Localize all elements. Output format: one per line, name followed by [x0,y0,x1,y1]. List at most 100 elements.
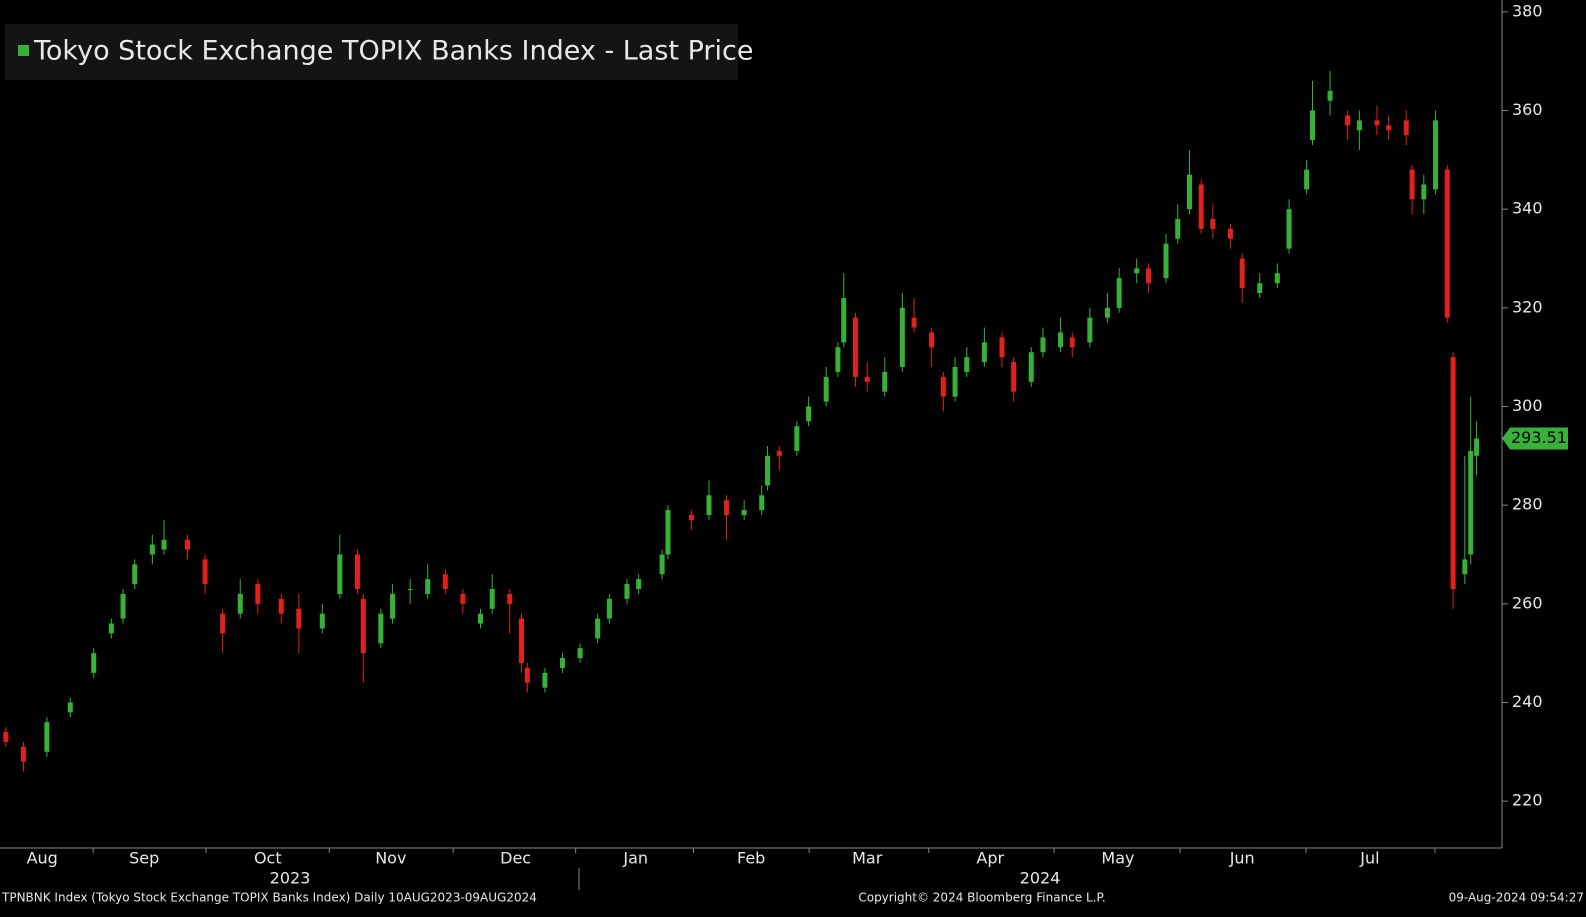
x-tick-label: Jul [1359,849,1379,868]
x-tick-label: Nov [375,849,406,868]
year-label: 2023 [270,869,311,888]
candle-body [442,574,448,590]
candle-body [741,510,747,516]
candle-body [1444,169,1450,318]
y-tick-label: 380 [1512,1,1543,20]
candle-body [407,589,413,591]
candle-body [185,539,190,550]
candle-body [1462,559,1468,575]
footer-center: Copyright© 2024 Bloomberg Finance L.P. [858,891,1105,905]
candle-body [624,584,630,599]
candle-body [542,672,548,688]
candle-body [1011,362,1017,392]
candle-body [1386,125,1392,131]
candle-body [237,593,243,614]
candle-body [460,593,466,604]
candle-body [882,371,888,392]
candle-body [841,297,847,343]
candle-body [852,317,858,377]
candle-body [665,510,671,555]
y-tick-label: 320 [1512,297,1543,316]
candle-body [1310,110,1315,141]
candle-body [1134,268,1140,274]
candle-body [1028,352,1034,382]
candle-body [765,455,771,486]
candle-body [319,613,325,629]
candle-body [724,500,730,516]
y-tick-label: 360 [1512,100,1543,119]
candle-body [981,342,987,363]
candle-body [161,539,167,550]
chart-title: Tokyo Stock Exchange TOPIX Banks Index -… [33,36,753,67]
candle-body [1163,243,1169,279]
candle-body [220,613,226,634]
candle-body [296,608,302,629]
candle-body [999,337,1005,358]
y-tick-label: 280 [1512,495,1543,514]
candle-body [1227,228,1233,239]
candle-body [1239,258,1245,289]
candle-body [360,598,366,654]
candle-body [202,559,208,585]
candle-body [560,658,565,668]
candle-body [1409,169,1415,200]
candle-body [91,653,97,673]
candle-body [337,554,343,594]
last-price-tag [1502,427,1568,450]
x-tick-label: Jan [622,849,648,868]
candle-body [929,332,935,348]
y-tick-label: 340 [1512,199,1543,218]
candle-body [835,347,841,372]
candle-body [776,450,782,456]
x-tick-label: Oct [254,849,282,868]
legend-swatch [18,45,29,56]
candle-body [255,584,261,604]
x-tick-label: Aug [27,849,58,868]
x-tick-label: Apr [976,849,1004,868]
candle-body [823,376,829,402]
candle-body [354,554,360,590]
candle-body [1304,169,1310,190]
y-tick-label: 240 [1512,692,1543,711]
candle-body [688,515,694,520]
candle-body [899,307,905,368]
candle-body [911,317,917,328]
y-tick-label: 300 [1512,396,1543,415]
candle-body [940,376,946,397]
candle-body [1450,357,1456,590]
candle-body [1104,307,1110,318]
candle-body [108,623,114,634]
candle-body [952,367,958,397]
candle-body [44,722,50,752]
y-tick-label: 260 [1512,593,1543,612]
candle-body [636,579,642,590]
candle-body [390,593,396,619]
candle-body [1274,273,1280,284]
x-tick-label: Dec [500,849,531,868]
candle-body [1468,450,1474,555]
candle-body [477,613,483,624]
candle-body [595,618,601,639]
candle-body [806,406,812,422]
candle-body [1374,120,1380,126]
candle-body [1474,438,1480,456]
candle-body [794,426,800,451]
candle-body [1175,219,1181,239]
footer-right: 09-Aug-2024 09:54:27 [1449,891,1584,905]
candle-body [1069,337,1075,348]
candle-body [1286,209,1292,249]
footer-left: TPNBNK Index (Tokyo Stock Exchange TOPIX… [1,891,537,905]
candle-body [759,495,765,511]
candle-body [3,732,9,742]
candle-body [1257,283,1263,294]
last-price-label: 293.51 [1511,428,1567,447]
candle-body [489,589,495,609]
year-label: 2024 [1020,869,1061,888]
candle-body [1421,184,1427,200]
candle-body [149,544,155,555]
candle-body [132,564,138,585]
candle-body [1116,278,1122,308]
legend-box [5,24,738,80]
